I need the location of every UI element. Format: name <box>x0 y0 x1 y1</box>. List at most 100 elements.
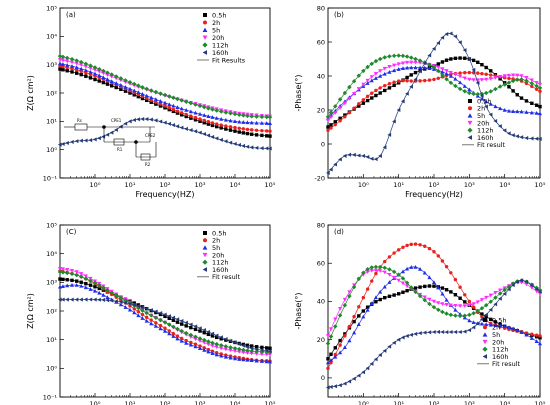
data-point-5h <box>267 121 273 126</box>
data-point-20h <box>65 268 70 272</box>
data-point-160h <box>65 140 69 146</box>
data-point-160h <box>506 131 511 136</box>
data-point-5h <box>444 71 449 76</box>
data-point-2h <box>189 114 193 118</box>
data-point-5h <box>79 66 84 71</box>
data-point-112h <box>373 264 379 270</box>
data-point-5h <box>57 61 63 66</box>
x-tick-label: 10⁴ <box>230 400 241 405</box>
data-point-5h <box>325 360 331 365</box>
data-point-112h <box>64 270 70 276</box>
legend-marker-112h <box>482 346 488 352</box>
data-point-5h <box>264 121 269 125</box>
data-point-5h <box>237 357 242 361</box>
data-point-160h <box>400 99 405 104</box>
data-point-160h <box>534 136 539 141</box>
data-point-5h <box>88 69 93 74</box>
data-point-20h <box>498 288 503 293</box>
data-point-160h <box>356 373 361 378</box>
data-point-5h <box>223 354 228 359</box>
data-point-2h <box>343 115 347 119</box>
data-point-2h <box>471 305 476 309</box>
data-point-5h <box>422 270 427 275</box>
data-point-5h <box>264 359 269 364</box>
data-point-160h <box>519 135 524 140</box>
data-point-2h <box>365 94 370 99</box>
data-point-20h <box>405 60 410 65</box>
data-point-0.5h <box>260 133 264 138</box>
data-point-0.5h <box>268 134 272 138</box>
data-point-20h <box>60 58 66 63</box>
data-point-112h <box>105 70 110 75</box>
data-point-5h <box>511 326 516 331</box>
data-point-112h <box>210 107 215 112</box>
data-point-5h <box>232 119 238 124</box>
data-point-112h <box>488 89 493 94</box>
data-point-5h <box>158 99 163 103</box>
legend-marker-112h <box>202 259 208 265</box>
data-point-0.5h <box>413 286 418 290</box>
data-point-160h <box>488 112 493 117</box>
data-point-160h <box>493 302 498 307</box>
data-point-0.5h <box>163 106 167 110</box>
y-tick-label: 80 <box>317 4 325 12</box>
data-point-2h <box>352 314 356 319</box>
data-point-112h <box>497 291 503 296</box>
data-point-112h <box>524 78 529 83</box>
data-point-0.5h <box>88 283 93 287</box>
y-tick-label: 80 <box>317 221 325 229</box>
data-point-160h <box>175 317 180 322</box>
legend-label-112h: 112h <box>492 346 509 354</box>
data-point-160h <box>184 320 188 325</box>
data-point-0.5h <box>163 314 167 319</box>
legend-marker-20h <box>482 339 488 345</box>
legend-label-0.5h: 0.5h <box>212 229 226 237</box>
data-point-20h <box>202 341 207 345</box>
data-point-20h <box>328 327 334 332</box>
data-point-20h <box>387 272 392 277</box>
y-tick-label: -20 <box>314 174 325 182</box>
data-point-2h <box>149 98 153 102</box>
data-point-0.5h <box>260 345 264 350</box>
data-point-20h <box>378 269 383 273</box>
chart-panel-3: 10⁰ 10¹ 10² 10³ 10⁴ 10⁵ 10⁻¹ 10⁰ 10¹ 10² 10³ 10⁴ 10⁵… <box>26 221 276 405</box>
data-point-160h <box>92 297 97 302</box>
data-point-5h <box>453 307 458 312</box>
data-point-2h <box>326 128 330 133</box>
data-point-160h <box>444 330 449 335</box>
data-point-160h <box>493 119 498 124</box>
data-point-0.5h <box>326 125 330 129</box>
data-point-112h <box>400 53 406 59</box>
data-point-0.5h <box>105 82 110 86</box>
data-point-5h <box>529 336 534 340</box>
data-point-160h <box>223 337 228 342</box>
data-point-160h <box>219 335 223 340</box>
data-point-160h <box>60 297 65 302</box>
data-point-112h <box>188 332 194 338</box>
data-point-2h <box>453 277 458 282</box>
data-point-2h <box>343 334 347 338</box>
data-point-160h <box>74 297 79 302</box>
data-point-2h <box>167 106 171 110</box>
data-point-20h <box>396 62 401 67</box>
data-point-2h <box>347 324 352 329</box>
data-point-2h <box>333 122 337 127</box>
data-point-2h <box>458 71 462 75</box>
data-point-0.5h <box>365 305 370 309</box>
data-point-0.5h <box>179 113 184 117</box>
data-point-160h <box>453 34 458 39</box>
data-point-5h <box>123 305 128 309</box>
data-point-5h <box>519 109 524 114</box>
data-point-5h <box>118 83 123 87</box>
data-point-5h <box>356 322 361 327</box>
data-point-20h <box>69 60 75 65</box>
data-point-160h <box>241 143 246 148</box>
y-tick-label: 40 <box>317 72 325 80</box>
data-point-0.5h <box>463 300 467 304</box>
data-point-112h <box>325 114 331 120</box>
data-point-20h <box>369 268 374 273</box>
data-point-112h <box>171 324 176 330</box>
data-point-160h <box>502 128 507 133</box>
data-point-112h <box>342 303 348 308</box>
panel-label: (d) <box>334 228 344 236</box>
